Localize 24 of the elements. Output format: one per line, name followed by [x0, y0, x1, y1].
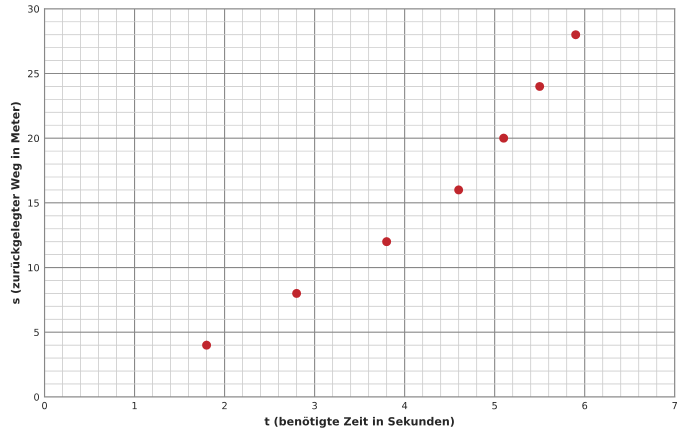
point	[535, 82, 544, 91]
x-tick-label: 7	[672, 402, 677, 410]
point	[202, 340, 212, 350]
y-axis-title: s (zurückgelegter Weg in Meter)	[10, 102, 22, 304]
point	[382, 237, 392, 246]
x-tick-label: 5	[492, 402, 497, 410]
point	[499, 134, 508, 143]
x-axis-title: t (benötigte Zeit in Sekunden)	[264, 416, 454, 428]
x-tick-label: 4	[402, 402, 408, 410]
x-tick-label: 1	[132, 402, 137, 410]
x-tick-label: 6	[582, 402, 588, 410]
x-tick-label: 0	[42, 402, 47, 410]
y-tick-label: 5	[34, 328, 39, 336]
y-tick-label: 20	[28, 134, 40, 142]
point	[571, 30, 580, 40]
y-tick-label: 15	[28, 199, 39, 207]
point	[454, 185, 464, 194]
x-tick-label: 2	[222, 402, 227, 410]
y-tick-label: 30	[28, 5, 40, 13]
y-tick-label: 25	[28, 70, 39, 78]
y-tick-label: 10	[28, 264, 40, 272]
x-tick-label: 3	[312, 402, 317, 410]
y-tick-label: 0	[34, 393, 40, 401]
point	[292, 288, 302, 298]
